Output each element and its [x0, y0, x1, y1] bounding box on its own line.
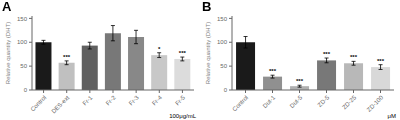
svg-text:0: 0: [224, 87, 228, 93]
svg-text:***: ***: [377, 58, 385, 64]
html-text:μM: μM: [387, 113, 396, 119]
svg-text:ZD-5: ZD-5: [317, 94, 331, 108]
svg-text:50: 50: [20, 63, 27, 69]
svg-text:DES-ext: DES-ext: [50, 94, 70, 114]
svg-text:Fr-3: Fr-3: [128, 94, 140, 106]
svg-text:***: ***: [350, 54, 358, 60]
svg-text:50: 50: [220, 63, 227, 69]
svg-text:ZD-25: ZD-25: [341, 94, 357, 110]
svg-text:Fr-1: Fr-1: [82, 94, 94, 106]
svg-text:150: 150: [17, 16, 28, 22]
html-text:100μg/mL: 100μg/mL: [169, 113, 196, 119]
svg-text:Relative quantity (DHT): Relative quantity (DHT): [205, 22, 211, 84]
svg-text:***: ***: [269, 68, 277, 74]
svg-text:Fr-5: Fr-5: [174, 94, 186, 106]
svg-text:Fr-2: Fr-2: [105, 94, 117, 106]
svg-text:Control: Control: [231, 94, 249, 112]
html-text:A: A: [2, 0, 12, 14]
svg-text:***: ***: [296, 78, 304, 84]
svg-text:100: 100: [217, 39, 228, 45]
svg-text:Relative quantity (DHT): Relative quantity (DHT): [8, 22, 11, 84]
svg-text:ZD-100: ZD-100: [366, 94, 385, 113]
svg-text:***: ***: [179, 50, 187, 56]
svg-text:0: 0: [24, 87, 28, 93]
svg-text:Dut-1: Dut-1: [262, 94, 277, 109]
html-text:B: B: [202, 0, 212, 14]
svg-text:Control: Control: [29, 94, 47, 112]
svg-text:150: 150: [217, 16, 228, 22]
svg-text:*: *: [158, 46, 161, 52]
svg-text:***: ***: [63, 54, 71, 60]
svg-text:Dut-5: Dut-5: [289, 94, 304, 109]
svg-text:Fr-4: Fr-4: [151, 94, 163, 106]
svg-text:***: ***: [323, 51, 331, 57]
svg-text:100: 100: [17, 39, 28, 45]
